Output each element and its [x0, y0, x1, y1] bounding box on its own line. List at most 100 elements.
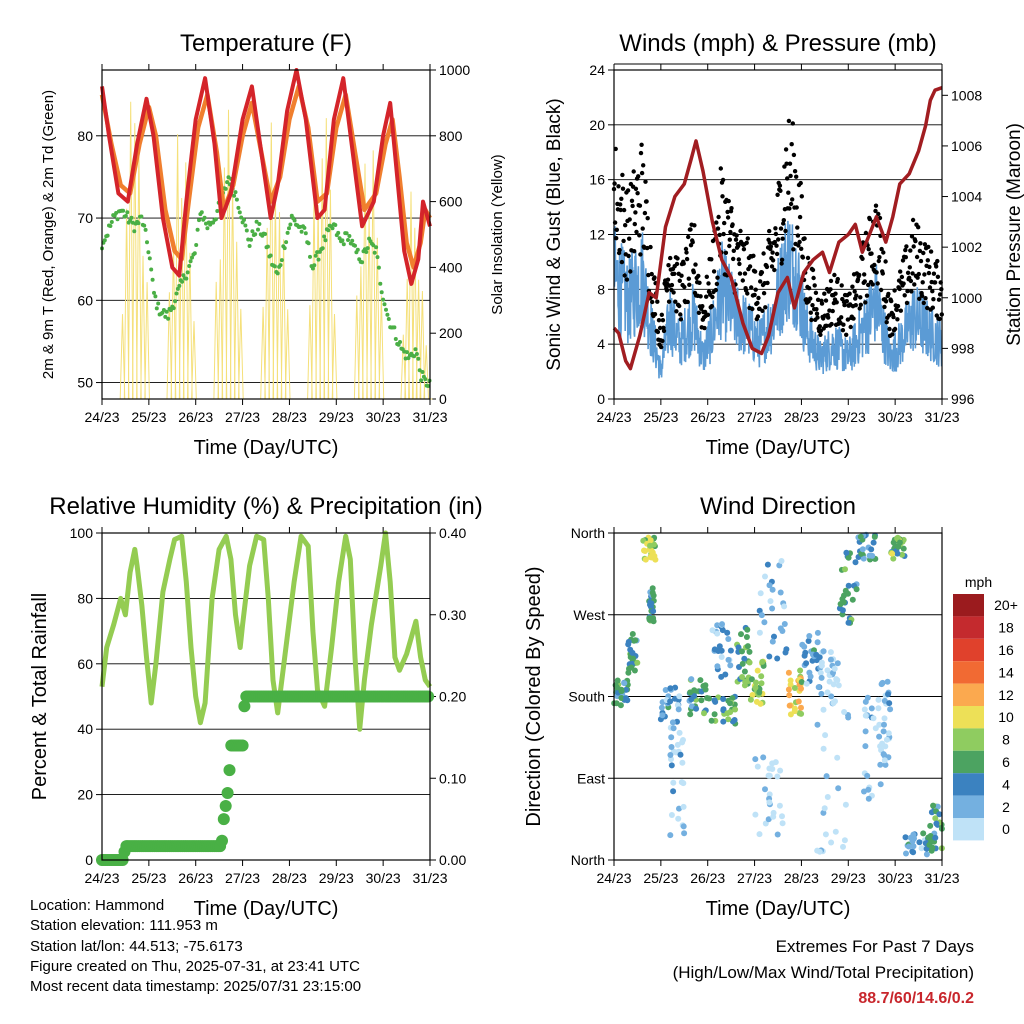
gust-point [706, 281, 711, 286]
colorbar-swatch [953, 795, 984, 818]
y2-tick-label: 1004 [951, 189, 982, 205]
gust-point [826, 315, 831, 320]
solar-spike [225, 109, 232, 400]
gust-point [852, 289, 857, 294]
direction-point [895, 543, 902, 550]
y2-tick-label: 0 [439, 391, 447, 407]
direction-point [765, 816, 772, 823]
solar-spike [238, 308, 244, 400]
gust-point [824, 323, 829, 328]
gust-point [734, 233, 739, 238]
gust-point [652, 275, 657, 280]
direction-point [884, 678, 891, 685]
dewpoint-point [121, 208, 126, 213]
direction-cluster [709, 621, 734, 680]
direction-point [701, 710, 707, 717]
gust-point [931, 271, 937, 276]
gust-point [886, 291, 891, 297]
gust-point [932, 280, 938, 285]
gust-point [729, 206, 734, 211]
gust-point [742, 271, 748, 276]
direction-point [727, 647, 734, 654]
colorbar-swatch [953, 773, 984, 796]
direction-point [889, 550, 896, 557]
dewpoint-point [333, 223, 338, 227]
direction-point [676, 805, 682, 812]
gust-point [638, 252, 643, 257]
dewpoint-point [232, 193, 237, 198]
solar-spike [221, 167, 228, 400]
direction-cluster [657, 684, 683, 732]
gust-point [902, 293, 907, 298]
direction-point [677, 751, 684, 758]
gust-point [696, 273, 701, 279]
gust-point [808, 296, 813, 301]
y-tick-label: North [571, 525, 605, 541]
gust-point [791, 247, 796, 252]
gust-point [682, 284, 687, 290]
gust-point [862, 279, 867, 284]
gust-point [619, 196, 624, 201]
gust-point [639, 142, 644, 147]
dewpoint-point [242, 217, 246, 222]
gust-point [725, 209, 730, 215]
gust-point [795, 225, 800, 230]
x-tick-label: 30/23 [366, 409, 401, 425]
gust-point [898, 269, 903, 274]
gust-point [814, 311, 820, 316]
solar-spike [378, 295, 385, 400]
direction-point [668, 744, 675, 750]
direction-point [649, 585, 656, 592]
direction-point [853, 586, 860, 593]
colorbar-swatch [953, 728, 984, 751]
gust-point [899, 274, 905, 280]
gust-point [678, 317, 684, 322]
dewpoint-point [205, 226, 210, 231]
x-tick-label: 29/23 [319, 870, 354, 886]
gust-point [673, 299, 678, 304]
gust-point [666, 299, 672, 304]
dewpoint-point [312, 263, 317, 268]
direction-cluster [855, 531, 879, 563]
dewpoint-point [152, 290, 156, 295]
dewpoint-point [254, 219, 259, 224]
gust-point [704, 294, 709, 299]
gust-point [835, 276, 840, 282]
gust-point [915, 275, 920, 280]
gust-point [922, 242, 928, 247]
gust-point [879, 246, 884, 252]
direction-point [877, 781, 884, 788]
direction-point [902, 834, 909, 841]
direction-point [798, 704, 804, 711]
gust-point [614, 236, 619, 241]
dewpoint-point [143, 227, 148, 232]
dewpoint-point [374, 245, 379, 250]
dewpoint-point [202, 215, 207, 220]
direction-point [885, 691, 891, 698]
direction-point [687, 689, 694, 696]
gust-point [737, 271, 743, 276]
dewpoint-point [236, 205, 241, 210]
precip-point [223, 764, 236, 777]
gust-point [905, 270, 911, 275]
direction-point [670, 788, 677, 795]
gust-point [790, 121, 795, 126]
x-tick-label: 28/23 [272, 870, 307, 886]
y2-tick-label: 998 [951, 340, 975, 356]
dewpoint-point [337, 236, 342, 241]
gust-point [672, 271, 677, 276]
gust-point [665, 277, 671, 282]
direction-point [675, 706, 682, 713]
gust-point [730, 222, 735, 227]
direction-point [813, 651, 820, 658]
latlon-text: Station lat/lon: 44.513; -75.6173 [30, 937, 243, 955]
direction-point [842, 801, 849, 808]
gust-point [677, 278, 682, 283]
gust-point [721, 231, 726, 237]
direction-point [754, 667, 761, 674]
gust-point [738, 228, 743, 234]
dewpoint-point [168, 308, 173, 313]
gust-point [679, 273, 684, 278]
x-tick-label: 25/23 [131, 870, 166, 886]
direction-point [776, 802, 783, 809]
